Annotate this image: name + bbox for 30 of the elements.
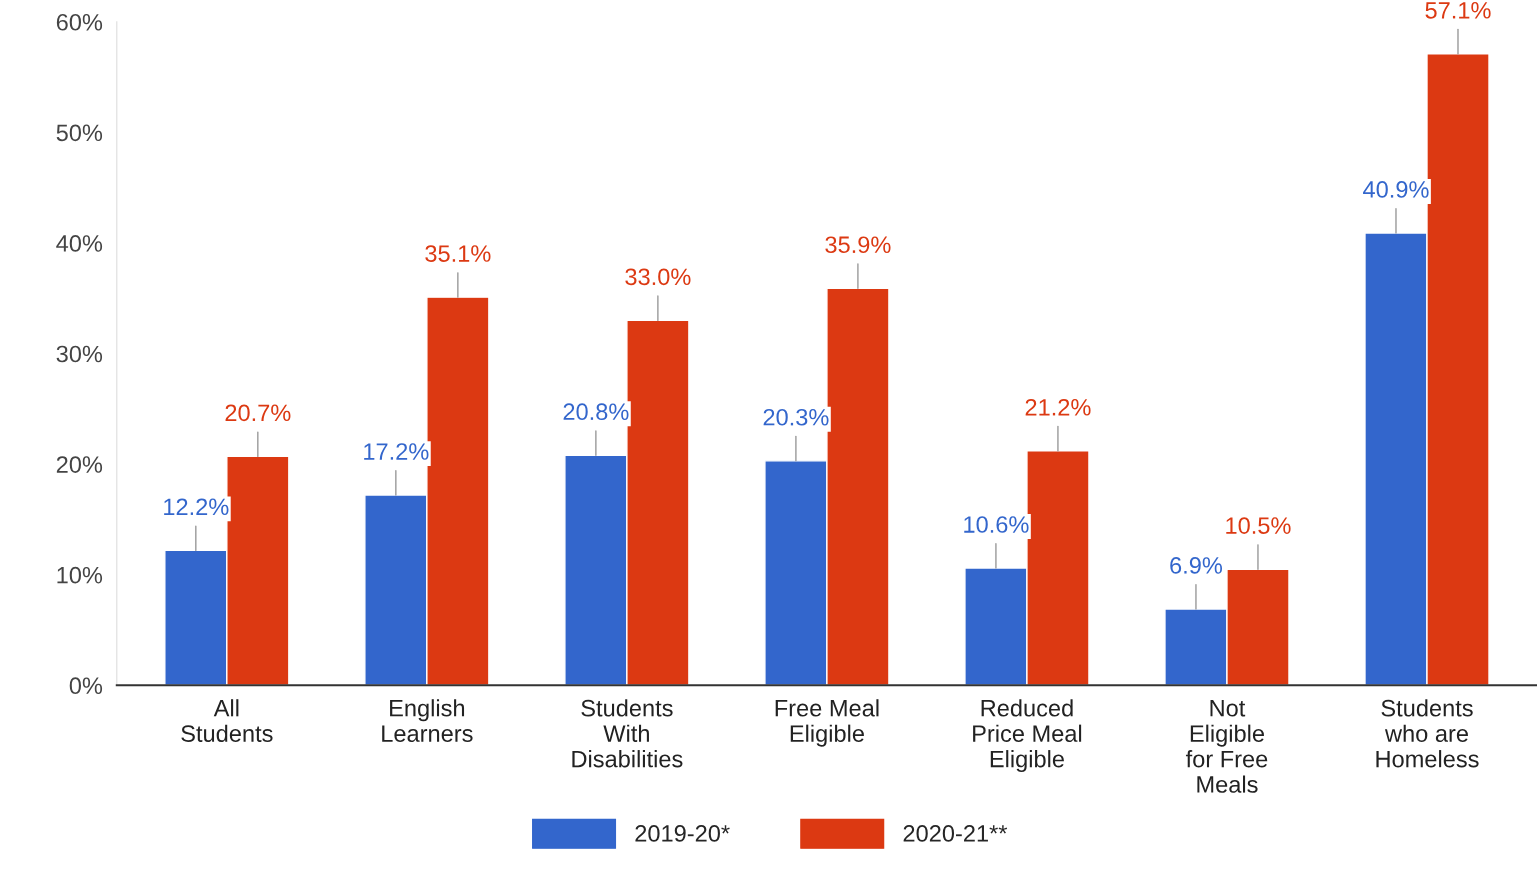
y-tick-label: 50%: [56, 124, 103, 142]
x-tick-label: English Learners: [382, 699, 473, 742]
data-label: 40.9%: [1363, 181, 1429, 198]
data-label: 35.1%: [425, 245, 491, 262]
data-label: 57.1%: [1425, 2, 1491, 19]
y-tick-label: 0%: [69, 677, 103, 695]
x-tick-label: All Students: [181, 699, 273, 742]
x-tick-label: Students who are Homeless: [1376, 699, 1479, 768]
data-label: 33.0%: [625, 268, 691, 286]
x-tick-label: Reduced Price Meal Eligible: [973, 699, 1082, 773]
legend-label: 2020-21**: [903, 825, 1008, 842]
data-label: 12.2%: [164, 498, 229, 516]
data-label: 20.7%: [225, 404, 291, 422]
y-tick-label: 10%: [57, 566, 103, 584]
y-tick-label: 20%: [56, 456, 103, 473]
x-tick-label: Students With Disabilities: [572, 699, 683, 768]
data-label: 21.2%: [1025, 398, 1091, 416]
data-label: 20.3%: [763, 408, 829, 426]
y-tick-label: 30%: [56, 345, 103, 363]
y-tick-label: 40%: [56, 235, 103, 252]
data-label: 10.5%: [1226, 517, 1291, 534]
x-tick-label: Not Eligible for Free Meals: [1185, 700, 1268, 793]
y-tick-label: 60%: [56, 13, 103, 31]
data-label: 17.2%: [364, 443, 429, 460]
data-label: 35.9%: [825, 236, 891, 254]
x-tick-label: Free Meal Eligible: [775, 699, 879, 747]
legend-label: 2019-20*: [635, 825, 730, 842]
data-label: 6.9%: [1170, 557, 1223, 574]
data-label: 10.6%: [964, 516, 1029, 533]
data-label: 20.8%: [563, 403, 629, 421]
